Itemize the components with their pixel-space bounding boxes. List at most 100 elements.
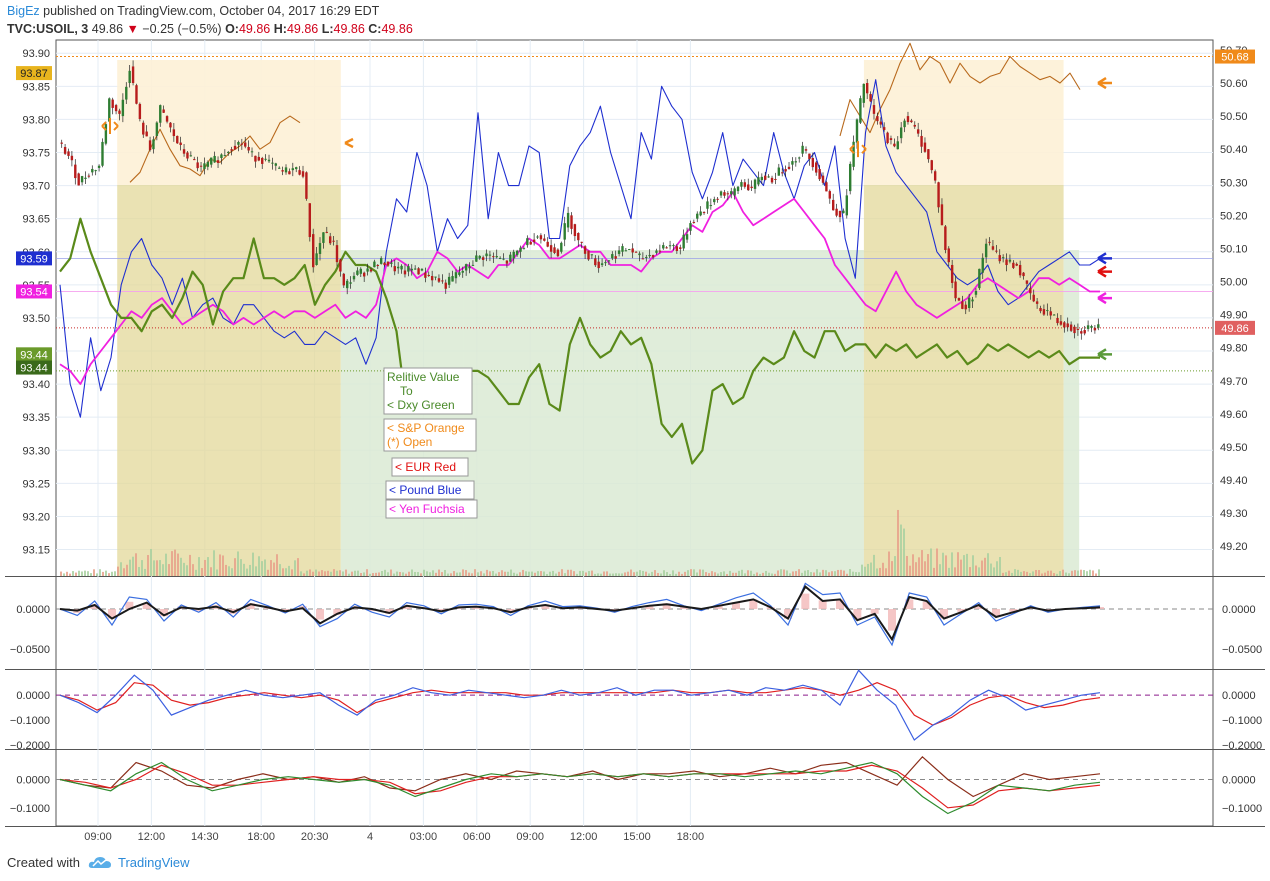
candle-body: [879, 121, 882, 125]
left-axis-tick: 93.20: [22, 511, 50, 523]
tradingview-logo[interactable]: TradingView: [88, 855, 190, 870]
left-axis-tick: 93.35: [22, 412, 50, 424]
volume-bar: [372, 573, 374, 576]
volume-bar: [786, 570, 788, 576]
volume-bar: [1017, 569, 1019, 576]
candle-body: [899, 127, 903, 139]
volume-bar: [1020, 571, 1022, 576]
volume-bar: [75, 572, 77, 576]
volume-bar: [99, 569, 101, 576]
candle-body: [791, 161, 794, 165]
left-axis-tick: 93.75: [22, 147, 50, 159]
candle-body: [808, 153, 811, 160]
volume-bar: [435, 572, 437, 576]
osc-histogram-bar: [645, 605, 654, 609]
candle-body: [607, 260, 611, 262]
candle-body: [546, 241, 549, 247]
left-price-badge: [16, 251, 52, 266]
candle-body: [757, 177, 760, 185]
candle-body: [1073, 326, 1076, 334]
high-value: 49.86: [286, 22, 319, 36]
volume-bar: [846, 573, 848, 576]
volume-bar: [177, 553, 179, 576]
volume-bar: [900, 524, 902, 576]
candle-body: [804, 149, 808, 151]
volume-bar: [795, 571, 797, 576]
osc-histogram-bar: [905, 599, 914, 609]
volume-bar: [120, 562, 122, 576]
volume-bar: [879, 567, 881, 576]
candle-body: [451, 276, 454, 282]
volume-bar: [777, 570, 779, 576]
volume-bar: [1095, 573, 1097, 576]
volume-bar: [171, 551, 173, 576]
volume-bar: [861, 564, 863, 576]
volume-bar: [708, 573, 710, 576]
candle-body: [210, 157, 213, 165]
volume-bar: [642, 570, 644, 576]
volume-bar: [678, 571, 680, 576]
volume-bar: [543, 571, 545, 576]
osc-series-line: [59, 682, 1101, 726]
volume-bar: [1032, 571, 1034, 576]
volume-bar: [420, 573, 422, 576]
legend-note-text: < EUR Red: [395, 460, 456, 474]
candle-body: [798, 157, 801, 159]
candle-body: [1042, 309, 1046, 315]
volume-bar: [1074, 570, 1076, 576]
candle-body: [458, 272, 461, 275]
osc-histogram-bar: [385, 609, 394, 614]
candle-body: [420, 268, 424, 271]
candle-body: [859, 98, 862, 123]
volume-bar: [1029, 573, 1031, 576]
volume-bar: [975, 565, 977, 576]
close-label: C:: [368, 22, 382, 36]
volume-bar: [867, 563, 869, 576]
volume-bar: [762, 572, 764, 576]
candle-body: [1022, 272, 1025, 277]
right-axis-tick: 50.40: [1220, 144, 1248, 156]
volume-bar: [720, 572, 722, 576]
candle-body: [954, 281, 957, 299]
candle-body: [335, 245, 339, 263]
candle-body: [91, 168, 94, 173]
candle-body: [750, 186, 753, 189]
candle-body: [777, 167, 781, 176]
candle-body: [1076, 328, 1080, 330]
author-link[interactable]: BigEz: [7, 4, 40, 18]
volume-bar: [936, 548, 938, 576]
volume-bar: [810, 572, 812, 576]
published-text: published on TradingView.com, October 04…: [43, 4, 380, 18]
volume-bar: [249, 564, 251, 576]
volume-bar: [783, 569, 785, 576]
symbol-label[interactable]: TVC:USOIL, 3: [7, 22, 89, 36]
volume-bar: [165, 553, 167, 576]
candle-body: [1046, 310, 1049, 312]
volume-bar: [1026, 571, 1028, 576]
volume-bar: [396, 571, 398, 576]
volume-bar: [960, 559, 962, 576]
left-axis-tick: 93.25: [22, 478, 50, 490]
volume-bar: [693, 569, 695, 576]
legend-note: < Yen Fuchsia: [385, 499, 478, 519]
candle-body: [70, 155, 74, 161]
volume-bar: [870, 562, 872, 576]
legend-note-box: [385, 480, 475, 500]
volume-bar: [636, 571, 638, 576]
volume-bar: [687, 570, 689, 576]
osc-histogram-bar: [974, 605, 983, 609]
volume-bar: [501, 570, 503, 576]
candle-body: [227, 151, 230, 153]
volume-bar: [510, 569, 512, 576]
volume-bar: [240, 559, 242, 576]
volume-bar: [105, 570, 107, 576]
candle-body: [169, 122, 172, 128]
candle-body: [339, 259, 342, 272]
osc-histogram-bar: [940, 609, 948, 619]
osc-histogram-bar: [992, 609, 1000, 617]
candle-body: [468, 266, 471, 269]
osc-histogram-bar: [246, 603, 255, 609]
volume-bar: [555, 573, 557, 576]
volume-bar: [327, 570, 329, 576]
